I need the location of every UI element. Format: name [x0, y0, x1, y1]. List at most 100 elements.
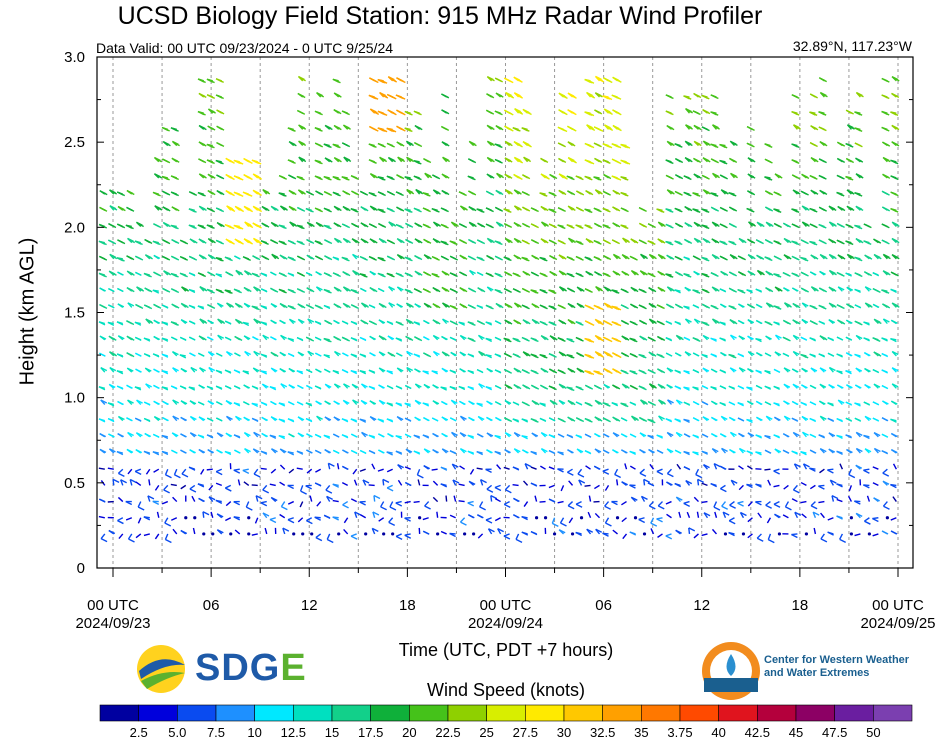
wind-barb [540, 221, 549, 227]
wind-barb [719, 288, 727, 293]
wind-barb [765, 335, 772, 341]
wind-barb [594, 512, 601, 519]
wind-barb [710, 192, 719, 197]
wind-barb [116, 257, 125, 262]
wind-barb [594, 448, 602, 454]
wind-barb [809, 304, 818, 310]
wind-barb [179, 272, 188, 278]
wind-barb [270, 336, 277, 341]
wind-barb [667, 399, 674, 405]
wind-barb [207, 108, 216, 114]
wind-barb [801, 173, 810, 179]
wind-barb [180, 433, 187, 438]
wind-barb [818, 158, 827, 164]
wind-barb [225, 432, 233, 438]
wind-barb [242, 370, 250, 375]
wind-barb [207, 189, 216, 196]
wind-barb [397, 479, 403, 486]
wind-barb [152, 289, 160, 294]
wind-barb [513, 221, 522, 228]
wind-barb [738, 447, 746, 454]
wind-barb [388, 286, 395, 292]
wind-barb [161, 434, 169, 440]
wind-barb [549, 173, 558, 180]
wind-barb [602, 468, 610, 475]
wind-barb [575, 417, 585, 423]
wind-barb [665, 223, 674, 229]
wind-barb [215, 273, 223, 278]
wind-barb [512, 401, 520, 406]
wind-barb [314, 159, 323, 165]
wind-barb [612, 189, 621, 196]
wind-barb [432, 400, 440, 406]
wind-barb [836, 515, 843, 520]
wind-barb [315, 400, 322, 406]
wind-barb [773, 321, 780, 326]
wind-barb [152, 353, 160, 358]
wind-barb [521, 531, 529, 536]
wind-barb [486, 254, 495, 261]
wind-barb [721, 447, 728, 454]
wind-barb [352, 269, 361, 276]
wind-barb [523, 501, 529, 507]
wind-barb [854, 142, 863, 148]
wind-barb [260, 272, 268, 277]
calm-dot [885, 516, 889, 520]
wind-barb [153, 173, 162, 179]
wind-barb [108, 287, 115, 293]
wind-barb [494, 77, 504, 83]
wind-barb [522, 384, 531, 390]
wind-barb [332, 176, 341, 181]
wind-barb [342, 286, 351, 292]
wind-barb [145, 318, 154, 325]
wind-barb [688, 527, 696, 535]
wind-barb [513, 319, 522, 325]
wind-barb [809, 449, 817, 454]
wind-barb [382, 478, 390, 486]
wind-barb [117, 335, 125, 341]
wind-barb [630, 286, 639, 293]
wind-barb [468, 480, 476, 486]
wind-barb [108, 383, 116, 389]
wind-barb [674, 289, 681, 294]
wind-barb [252, 448, 260, 454]
wind-barb [809, 174, 818, 180]
wind-barb [513, 367, 522, 373]
calm-dot [642, 532, 647, 536]
wind-barb [810, 189, 819, 195]
colorbar-swatch [447, 704, 487, 722]
wind-barb [621, 481, 628, 486]
wind-barb [845, 272, 852, 277]
wind-barb [359, 190, 369, 196]
wind-barb [521, 401, 530, 407]
wind-barb [890, 111, 899, 116]
wind-barb [809, 223, 818, 229]
wind-barb [683, 466, 691, 471]
wind-barb [253, 431, 260, 438]
wind-barb [729, 254, 738, 260]
wind-barb [836, 370, 843, 375]
wind-barb [441, 93, 450, 99]
wind-barb [298, 124, 307, 130]
wind-barb [801, 415, 809, 422]
wind-barb [486, 449, 493, 454]
wind-barb [783, 383, 791, 389]
wind-barb [125, 517, 133, 521]
wind-barb [260, 467, 267, 470]
wind-barb [297, 517, 304, 523]
wind-barb [233, 224, 244, 230]
wind-barb [693, 92, 702, 99]
wind-barb [620, 304, 629, 310]
wind-barb [665, 94, 674, 100]
wind-barb [801, 318, 809, 325]
wind-barb [881, 126, 890, 132]
wind-barb [315, 368, 322, 373]
wind-barb [458, 191, 467, 197]
wind-barb [647, 482, 655, 487]
wind-barb [620, 143, 631, 149]
wind-barb [135, 271, 142, 276]
wind-barb [702, 334, 710, 341]
wind-barb [287, 272, 295, 277]
colorbar-label: 3.75 [667, 725, 692, 740]
wind-barb [297, 416, 305, 422]
